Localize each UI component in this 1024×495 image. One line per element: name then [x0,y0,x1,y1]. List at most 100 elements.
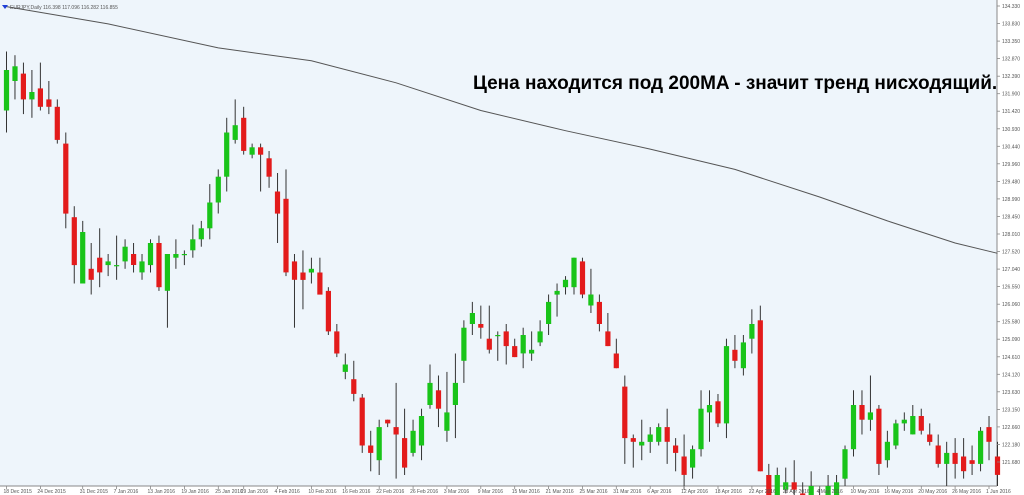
time-tick-label: 6 Apr 2016 [647,489,671,495]
candle [20,62,26,115]
candle-body [147,243,154,266]
candle-body [944,452,950,464]
candle-body [842,449,848,479]
plot-area[interactable] [0,0,997,486]
candle [486,305,492,354]
candle-body [258,147,264,155]
candle [173,239,179,269]
candle [562,276,569,295]
candle [681,434,687,490]
candle-body [740,342,746,369]
candle-body [63,143,69,214]
candle-body [673,445,679,453]
candle-body [630,438,636,442]
candle-body [80,232,86,284]
time-tick-label: 16 Feb 2016 [342,489,370,495]
candle-body [173,254,179,258]
candle-body [986,427,992,442]
candle [740,335,746,376]
candle [605,313,611,347]
candle [647,427,653,453]
price-tick-label: 130.930 [1002,127,1020,133]
ma200-line [6,6,998,254]
candle-body [325,290,331,332]
time-tick-label: 28 Apr 2016 [783,489,810,495]
candle-body [207,202,213,229]
candle [690,445,696,479]
candle [808,471,814,495]
candle-body [910,416,916,435]
candle-body [410,430,416,453]
candle-body [402,438,408,468]
time-tick-label: 4 Feb 2016 [275,489,301,495]
candle-body [994,456,1001,475]
time-tick-label: 12 Apr 2016 [681,489,708,495]
candle [613,338,619,369]
candle-body [613,353,619,369]
candle [656,423,662,446]
candle-body [156,243,162,288]
moving-average-layer [6,6,998,254]
candle-body [622,386,628,439]
candle-body [588,294,594,306]
candle [503,324,509,365]
candle-body [232,125,238,140]
candle [105,254,111,277]
price-tick-label: 128.450 [1002,215,1020,221]
time-tick-label: 1 Jun 2016 [986,489,1011,495]
candle-body [639,441,645,446]
price-tick-label: 127.040 [1002,267,1020,273]
candle-body [393,427,399,435]
candle-body [122,246,128,262]
candle-body [546,301,552,324]
candle [37,62,43,111]
price-tick-label: 133.350 [1002,39,1020,45]
candle-body [723,346,730,424]
candle [80,220,86,284]
candle [300,250,306,310]
candle-body [715,401,721,424]
candle [164,254,170,328]
candle-body [647,434,653,442]
candle [819,486,821,495]
price-tick-label: 134.330 [1002,4,1020,10]
price-tick-label: 121.680 [1002,460,1020,466]
candle [706,390,713,442]
candle-body [529,349,535,354]
candle [63,132,69,229]
candle [588,268,594,313]
candle [461,320,467,383]
candle-body [495,335,501,337]
candle-body [334,331,340,354]
price-tick-label: 132.870 [1002,57,1020,63]
price-tick-label: 123.150 [1002,407,1020,413]
candle [427,364,433,409]
candle-body [359,397,365,446]
price-tick-label: 130.440 [1002,144,1020,150]
candle [715,394,721,428]
candle-body [105,261,111,266]
candle [825,475,831,495]
candle [444,371,450,442]
time-tick-label: 24 Dec 2015 [37,489,66,495]
candle-body [444,412,450,431]
candle [571,257,577,295]
candle [190,224,196,258]
price-axis[interactable]: 134.330 133.830 133.350 132.870 132.390 131.9… [997,4,1020,466]
candle-body [164,254,170,291]
price-tick-label: 122.180 [1002,443,1020,449]
candle [978,427,984,472]
candle-body [698,408,704,450]
candle [402,408,408,475]
price-tick-label: 133.830 [1002,22,1020,28]
time-tick-label: 26 Feb 2016 [410,489,438,495]
candle-body [850,405,857,450]
candle-body [418,416,425,446]
candle [639,419,645,461]
candle-body [283,198,289,273]
time-tick-label: 18 Apr 2016 [715,489,742,495]
candle [241,106,247,155]
time-axis[interactable]: 18 Dec 2015 24 Dec 2015 31 Dec 2015 7 Jan 2… [4,486,1011,495]
candle [986,416,992,461]
